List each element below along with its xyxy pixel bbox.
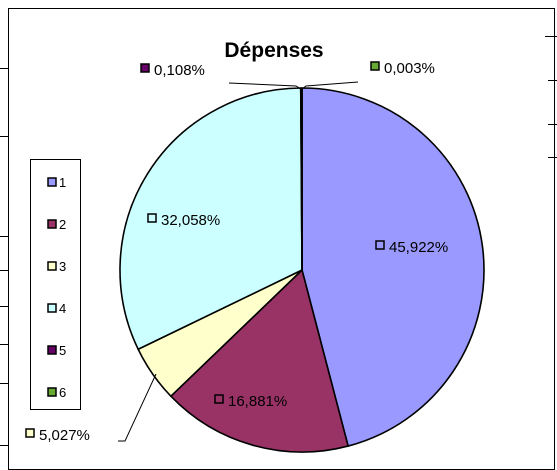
slice-label-text: 0,003% [384,60,435,77]
right-panel-edge [545,36,557,158]
leader-line-3 [118,373,157,442]
slice-label-6: 0,003% [370,60,435,77]
slice-label-text: 5,027% [39,427,90,444]
slice-label-4: 32,058% [147,212,220,229]
legend-box [30,159,81,410]
leader-lines [118,81,359,442]
slice-label-swatch [214,394,224,404]
legend-swatch [47,177,57,187]
pie-plot [119,87,485,453]
legend-label: 2 [59,217,66,232]
legend-label: 4 [59,301,66,316]
legend-entry-3: 3 [47,259,66,274]
slice-label-5: 0,108% [140,62,205,79]
pie-slice-2 [170,269,349,453]
legend-entry-4: 4 [47,301,66,316]
legend-entry-5: 5 [47,343,66,358]
legend-swatch [47,387,57,397]
legend-swatch [47,261,57,271]
slice-label-3: 5,027% [25,427,90,444]
chart-title: Dépenses [224,39,323,62]
leader-line-6 [301,81,359,90]
left-panel-edge [0,68,8,446]
legend-entry-6: 6 [47,385,66,400]
slice-label-text: 0,108% [154,62,205,79]
legend-swatch [47,345,57,355]
slice-label-text: 32,058% [161,212,220,229]
legend-label: 6 [59,385,66,400]
pie-slice-1 [301,87,485,447]
legend-swatch [47,219,57,229]
slice-label-swatch [140,63,150,73]
legend-label: 3 [59,259,66,274]
legend-swatch [47,303,57,313]
slice-label-swatch [147,213,157,223]
slice-label-2: 16,881% [214,393,287,410]
legend-entry-1: 1 [47,175,66,190]
legend-entry-2: 2 [47,217,66,232]
slice-label-1: 45,922% [375,239,448,256]
slice-label-text: 45,922% [389,239,448,256]
legend: 1 2 3 4 5 6 [30,159,81,410]
slice-label-swatch [375,240,385,250]
legend-label: 1 [59,175,66,190]
slice-label-text: 16,881% [228,393,287,410]
slice-label-swatch [370,61,380,71]
slice-label-swatch [25,428,35,438]
leader-line-5 [228,82,302,90]
pie-slice-4 [119,87,303,351]
slice-labels: 45,922% 16,881% 5,027% 32,058% 0,108% 0,003% [25,60,448,444]
legend-label: 5 [59,343,66,358]
